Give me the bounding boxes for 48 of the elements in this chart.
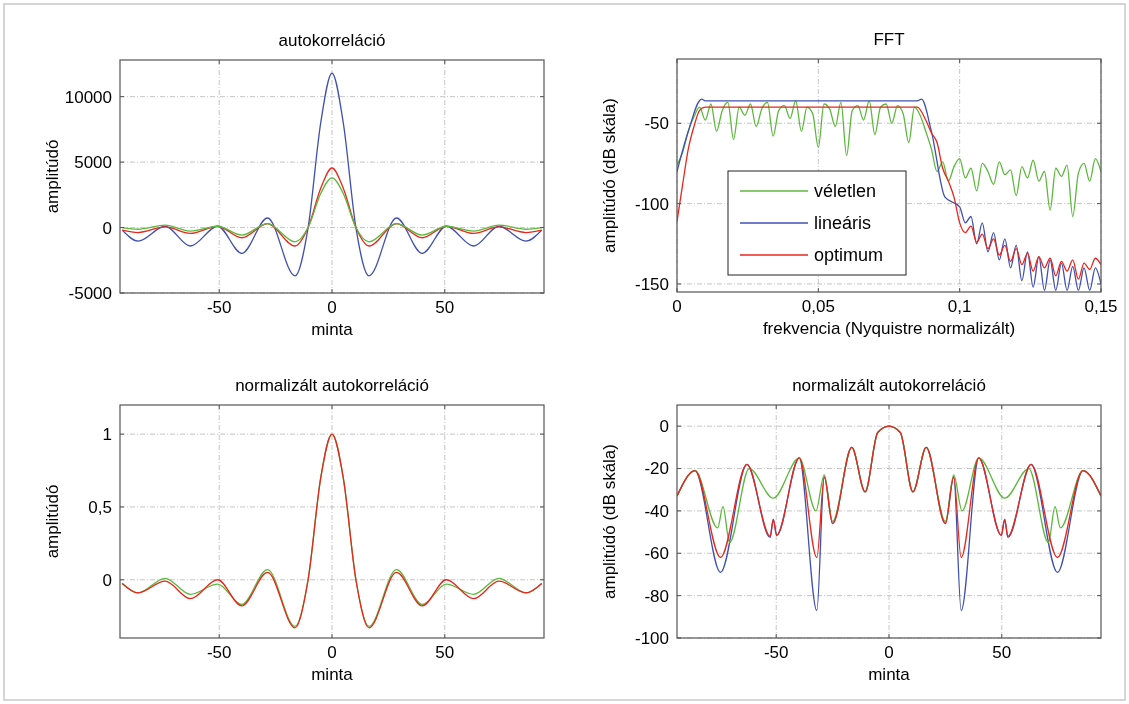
x-tick-label: 0,05 bbox=[801, 297, 835, 316]
y-axis-title: amplitúdó (dB skála) bbox=[600, 444, 619, 599]
x-axis-title: minta bbox=[311, 320, 354, 339]
y-axis-title: amplitúdó bbox=[43, 484, 62, 559]
x-tick-label: -50 bbox=[763, 643, 789, 662]
chart-title: normalizált autokorreláció bbox=[792, 376, 986, 395]
y-tick-label: -150 bbox=[634, 274, 669, 294]
x-tick-label: -50 bbox=[206, 298, 232, 317]
y-tick-label: -80 bbox=[644, 586, 669, 606]
y-tick-label: -20 bbox=[644, 459, 669, 479]
x-tick-label: 0 bbox=[672, 297, 682, 316]
line-series bbox=[121, 177, 543, 243]
x-tick-label: 50 bbox=[992, 643, 1012, 662]
y-tick-label: 5000 bbox=[74, 153, 112, 173]
y-tick-label: -60 bbox=[644, 544, 669, 564]
y-tick-label: -100 bbox=[634, 194, 669, 214]
line-series bbox=[121, 72, 543, 277]
x-tick-label: 0 bbox=[327, 298, 337, 317]
y-tick-label: 0 bbox=[102, 570, 112, 590]
y-axis-title: amplitúdó bbox=[43, 139, 62, 214]
x-tick-label: -50 bbox=[206, 643, 232, 662]
y-axis-title: amplitúdó (dB skála) bbox=[600, 98, 619, 253]
legend-label: optimum bbox=[814, 245, 884, 266]
x-tick-label: 50 bbox=[435, 298, 455, 317]
y-tick-label: -40 bbox=[644, 501, 669, 521]
line-series bbox=[677, 100, 1101, 218]
x-axis-title: minta bbox=[868, 665, 911, 684]
y-tick-label: 1 bbox=[102, 425, 112, 445]
y-tick-label: -50 bbox=[644, 114, 669, 134]
x-tick-label: 50 bbox=[435, 643, 455, 662]
x-tick-label: 0 bbox=[327, 643, 337, 662]
chart-title: FFT bbox=[873, 30, 905, 49]
y-tick-label: -5000 bbox=[68, 283, 112, 303]
x-axis-title: frekvencia (Nyquistre normalizált) bbox=[762, 319, 1016, 338]
x-tick-label: 0 bbox=[884, 643, 894, 662]
legend-label: véletlen bbox=[814, 181, 877, 202]
y-tick-label: 10000 bbox=[64, 87, 112, 107]
chart-title: normalizált autokorreláció bbox=[235, 376, 429, 395]
chart-title: autokorreláció bbox=[278, 31, 386, 50]
x-tick-label: 0,1 bbox=[947, 297, 972, 316]
y-tick-label: 0 bbox=[102, 218, 112, 238]
legend-label: lineáris bbox=[814, 213, 872, 234]
y-tick-label: 0 bbox=[659, 417, 669, 437]
line-series bbox=[121, 167, 543, 247]
y-tick-label: -100 bbox=[634, 628, 669, 648]
x-tick-label: 0,15 bbox=[1084, 297, 1118, 316]
y-tick-label: 0,5 bbox=[88, 497, 112, 517]
x-axis-title: minta bbox=[311, 665, 354, 684]
